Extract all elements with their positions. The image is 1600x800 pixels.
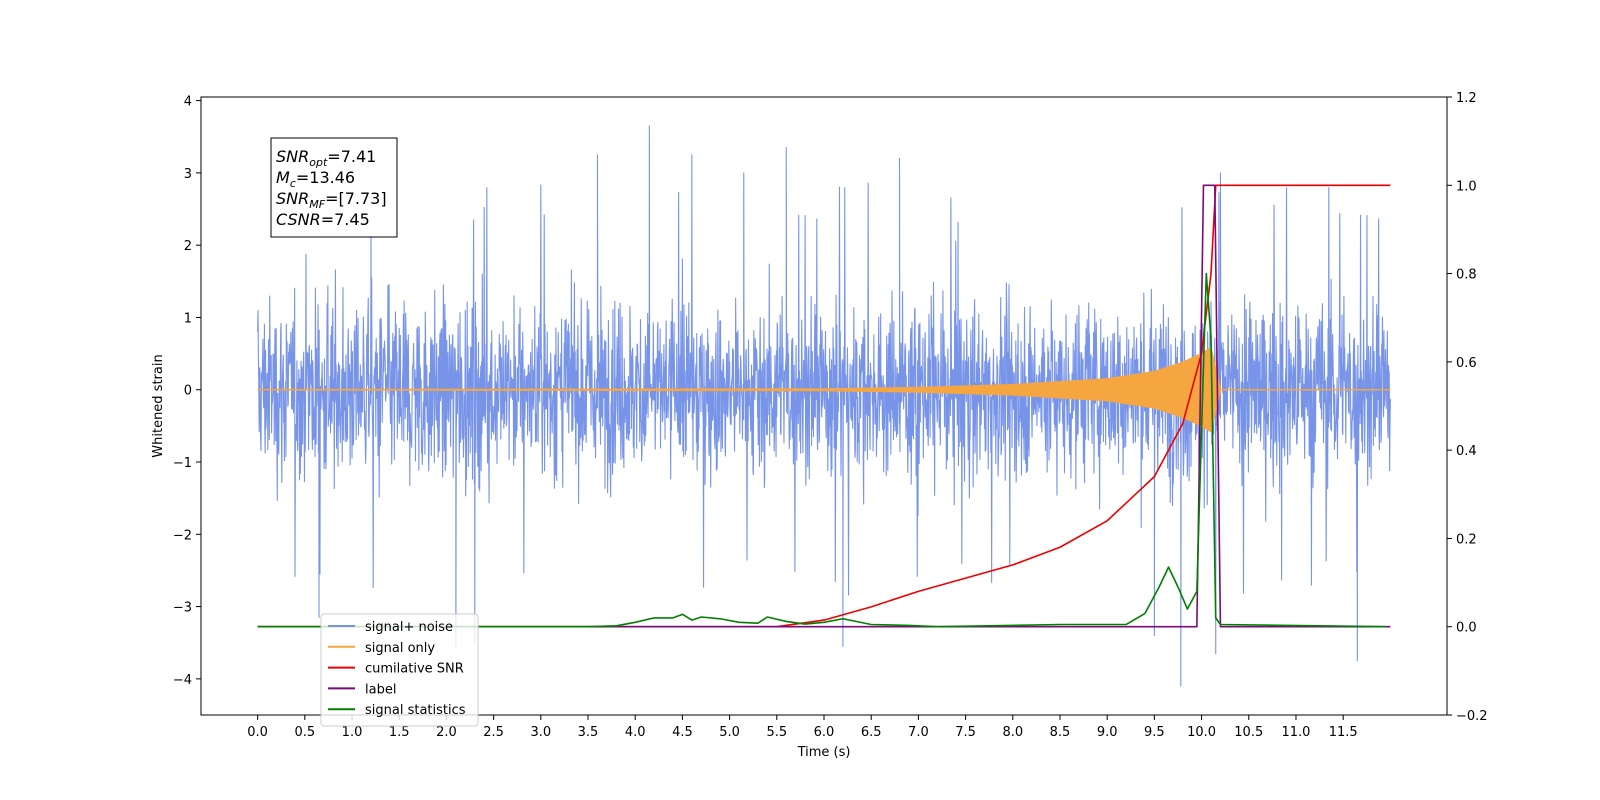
y-left-tick-label: −4	[173, 673, 192, 688]
legend-label: cumilative SNR	[365, 662, 464, 677]
legend-label: signal statistics	[365, 703, 466, 718]
y-left-tick-label: 2	[184, 239, 192, 254]
x-tick-label: 9.5	[1144, 725, 1165, 740]
legend: signal+ noise signal only cumilative SNR la…	[320, 613, 479, 727]
y-right-tick-label: 1.0	[1456, 179, 1477, 194]
y-axis-left-ticks: −4 −3 −2 −1 0 1 2 3 4	[173, 95, 201, 688]
y-left-tick-label: 0	[184, 384, 192, 399]
x-tick-label: 0.5	[294, 725, 315, 740]
y-right-tick-label: 1.2	[1456, 91, 1477, 106]
y-axis-title: Whitened strain	[151, 354, 166, 457]
x-tick-label: 3.5	[578, 725, 599, 740]
series-layer	[257, 125, 1391, 687]
x-axis-ticks: 0.0 0.5 1.0 1.5 2.0 2.5 3.0 3.5 4.0 4.5 5.0 5.5 6.0 6…	[247, 715, 1358, 740]
x-axis-title: Time (s)	[797, 745, 851, 760]
x-tick-label: 9.0	[1097, 725, 1118, 740]
y-left-tick-label: −2	[173, 528, 192, 543]
x-tick-label: 6.0	[814, 725, 835, 740]
x-tick-label: 10.5	[1234, 725, 1263, 740]
series-line-signal-only	[257, 347, 1391, 433]
x-tick-label: 2.0	[436, 725, 457, 740]
legend-frame	[320, 613, 479, 727]
series-line-signal-statistics	[257, 272, 1386, 628]
y-left-tick-label: −1	[173, 456, 192, 471]
y-right-tick-label: 0.2	[1456, 532, 1477, 547]
legend-label: label	[365, 682, 396, 697]
x-tick-label: 7.5	[955, 725, 976, 740]
info-line: Mc=13.46	[276, 168, 355, 190]
x-tick-label: 4.0	[625, 725, 646, 740]
y-left-tick-label: 3	[184, 167, 192, 182]
x-tick-label: 4.5	[672, 725, 693, 740]
legend-label: signal+ noise	[365, 620, 453, 635]
x-tick-label: 8.5	[1050, 725, 1071, 740]
x-tick-label: 8.0	[1002, 725, 1023, 740]
x-tick-label: 11.5	[1329, 725, 1358, 740]
x-tick-label: 2.5	[483, 725, 504, 740]
info-line: CSNR=7.45	[276, 210, 370, 229]
y-left-tick-label: 4	[184, 95, 192, 110]
y-left-tick-label: −3	[173, 601, 192, 616]
x-tick-label: 10.0	[1187, 725, 1216, 740]
x-tick-label: 11.0	[1281, 725, 1310, 740]
y-axis-right-ticks: −0.2 0.0 0.2 0.4 0.6 0.8 1.0 1.2	[1447, 91, 1488, 724]
y-right-tick-label: 0.4	[1456, 444, 1477, 459]
x-tick-label: 5.0	[719, 725, 740, 740]
y-right-tick-label: 0.6	[1456, 356, 1477, 371]
x-tick-label: 6.5	[861, 725, 882, 740]
y-right-tick-label: 0.0	[1456, 621, 1477, 636]
x-tick-label: 1.0	[342, 725, 363, 740]
info-line: SNRopt=7.41	[276, 147, 376, 169]
x-tick-label: 5.5	[766, 725, 787, 740]
info-line: SNRMF=[7.73]	[276, 189, 387, 211]
x-tick-label: 7.0	[908, 725, 929, 740]
x-tick-label: 3.0	[530, 725, 551, 740]
legend-label: signal only	[365, 641, 435, 656]
y-right-tick-label: 0.8	[1456, 268, 1477, 283]
y-left-tick-label: 1	[184, 311, 192, 326]
series-line-label	[257, 184, 1391, 628]
y-right-tick-label: −0.2	[1456, 709, 1488, 724]
info-box-frame	[270, 137, 398, 238]
x-tick-label: 0.0	[247, 725, 268, 740]
x-tick-label: 1.5	[389, 725, 410, 740]
